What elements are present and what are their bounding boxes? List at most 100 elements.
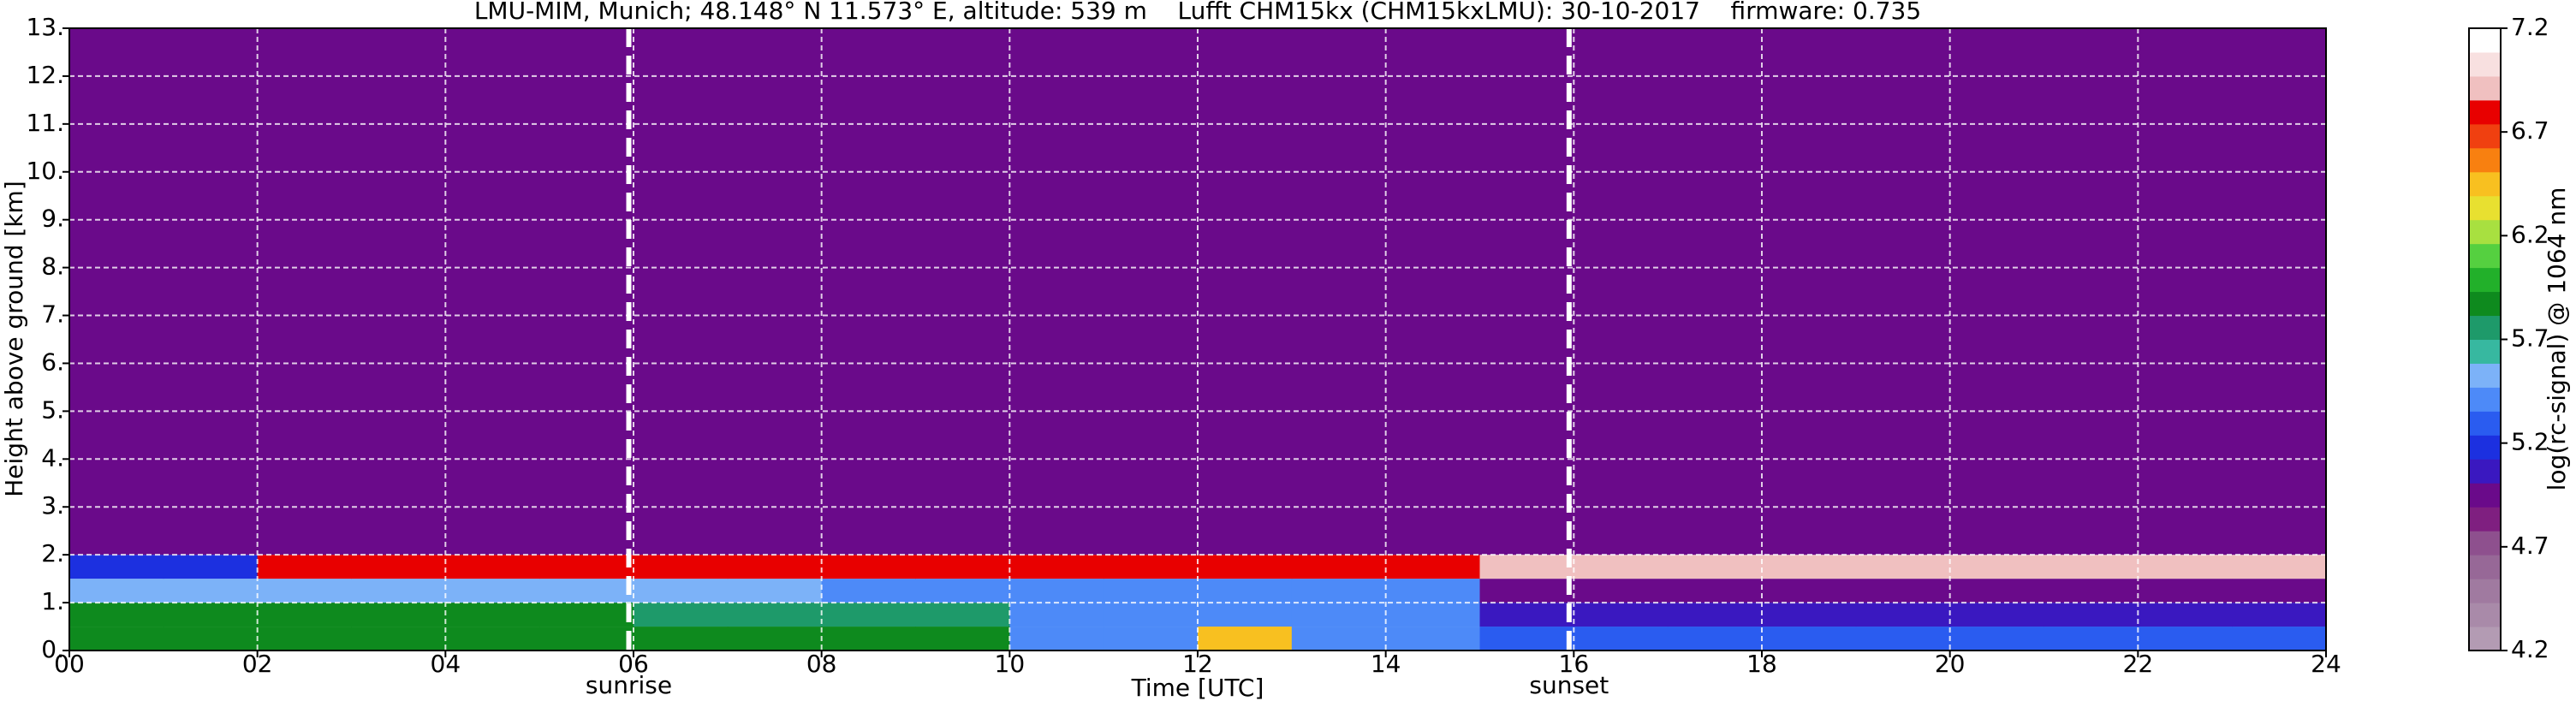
heatmap-cell [821, 579, 916, 603]
colorbar-segment [2469, 123, 2501, 149]
heatmap-cell [2044, 579, 2139, 603]
heatmap-cell [445, 603, 540, 627]
heatmap-cell [445, 555, 540, 579]
heatmap-cell [1762, 627, 1857, 651]
heatmap-cell [915, 627, 1010, 651]
heatmap-cell [1668, 28, 1763, 556]
heatmap-cell [539, 28, 634, 556]
colorbar-segment [2469, 51, 2501, 77]
heatmap-cell [1291, 603, 1387, 627]
heatmap-cell [1855, 28, 1951, 556]
heatmap-cell [351, 28, 446, 556]
heatmap-cell [1949, 28, 2044, 556]
colorbar-segment [2469, 315, 2501, 340]
heatmap-cell [1198, 579, 1293, 603]
heatmap-cell [163, 555, 259, 579]
heatmap-cell [727, 579, 823, 603]
heatmap-cell [634, 28, 729, 556]
heatmap-cell [1009, 603, 1104, 627]
heatmap-cell [539, 603, 634, 627]
heatmap-cell [1104, 579, 1199, 603]
heatmap-cell [634, 627, 729, 651]
colorbar-segment [2469, 291, 2501, 317]
heatmap-cell [1479, 28, 1574, 556]
colorbar-segment [2469, 195, 2501, 221]
heatmap-cell [727, 555, 823, 579]
heatmap-cell [2138, 555, 2233, 579]
heatmap-cell [351, 627, 446, 651]
heatmap-cell [915, 603, 1010, 627]
heatmap-cell [2044, 28, 2139, 556]
heatmap-cell [915, 28, 1010, 556]
heatmap-cell [915, 579, 1010, 603]
colorbar-segment [2469, 28, 2501, 53]
colorbar-segment [2469, 363, 2501, 388]
x-tick-label: 02 [242, 650, 273, 678]
heatmap-cell [634, 579, 729, 603]
heatmap-cell [1198, 555, 1293, 579]
y-tick-label: 12. [26, 61, 64, 89]
y-tick-label: 10. [26, 157, 64, 185]
heatmap-cell [163, 28, 259, 556]
heatmap-cell [2138, 579, 2233, 603]
heatmap-cell [1104, 555, 1199, 579]
heatmap-cell [1479, 555, 1574, 579]
heatmap-cell [257, 627, 352, 651]
x-tick-label: 16 [1559, 650, 1590, 678]
heatmap-cell [915, 555, 1010, 579]
heatmap-cell [1009, 28, 1104, 556]
heatmap-cell [1385, 627, 1480, 651]
y-tick-label: 13. [26, 13, 64, 41]
heatmap-cell [2138, 28, 2233, 556]
y-tick-label: 2. [41, 539, 64, 567]
heatmap-cell [1574, 555, 1669, 579]
colorbar-segment [2469, 339, 2501, 364]
heatmap-cell [634, 603, 729, 627]
heatmap-cell [69, 603, 164, 627]
heatmap-cell [1762, 555, 1857, 579]
heatmap-cell [1668, 555, 1763, 579]
colorbar-segment [2469, 147, 2501, 173]
x-tick-label: 12 [1182, 650, 1213, 678]
heatmap-cell [1762, 603, 1857, 627]
heatmap-cell [1009, 579, 1104, 603]
heatmap-cell [1574, 603, 1669, 627]
colorbar-segment [2469, 267, 2501, 293]
heatmap-cell [1949, 627, 2044, 651]
colorbar-tick-label: 6.2 [2511, 220, 2549, 248]
heatmap-cell [351, 603, 446, 627]
heatmap-cell [1574, 28, 1669, 556]
heatmap-cell [1291, 627, 1387, 651]
heatmap-cell [1479, 579, 1574, 603]
heatmap-cell [257, 579, 352, 603]
colorbar-segment [2469, 411, 2501, 436]
x-tick-label: 18 [1746, 650, 1777, 678]
x-tick-label: 20 [1935, 650, 1966, 678]
heatmap-cell [1198, 28, 1293, 556]
x-tick-label: 24 [2311, 650, 2341, 678]
y-tick-label: 6. [41, 348, 64, 376]
heatmap-cell [1479, 603, 1574, 627]
colorbar-label: log(rc-signal) @ 1064 nm [2543, 187, 2571, 491]
heatmap-cell [2232, 603, 2327, 627]
heatmap-cell [2044, 555, 2139, 579]
heatmap-cell [163, 579, 259, 603]
heatmap-cell [1574, 579, 1669, 603]
heatmap-cell [727, 603, 823, 627]
heatmap-cell [1855, 627, 1951, 651]
colorbar-tick-label: 7.2 [2511, 13, 2549, 41]
colorbar-segment [2469, 219, 2501, 245]
colorbar-segment [2469, 75, 2501, 101]
heatmap-cell [1949, 555, 2044, 579]
heatmap-cell [1949, 603, 2044, 627]
colorbar-segment [2469, 435, 2501, 460]
heatmap-cell [1668, 627, 1763, 651]
heatmap-cell [1855, 579, 1951, 603]
colorbar-segment [2469, 579, 2501, 603]
heatmap-cell [1949, 579, 2044, 603]
heatmap-cell [257, 603, 352, 627]
heatmap-cell [539, 627, 634, 651]
x-tick-label: 00 [54, 650, 85, 678]
heatmap-cell [1385, 555, 1480, 579]
heatmap-cell [2044, 603, 2139, 627]
